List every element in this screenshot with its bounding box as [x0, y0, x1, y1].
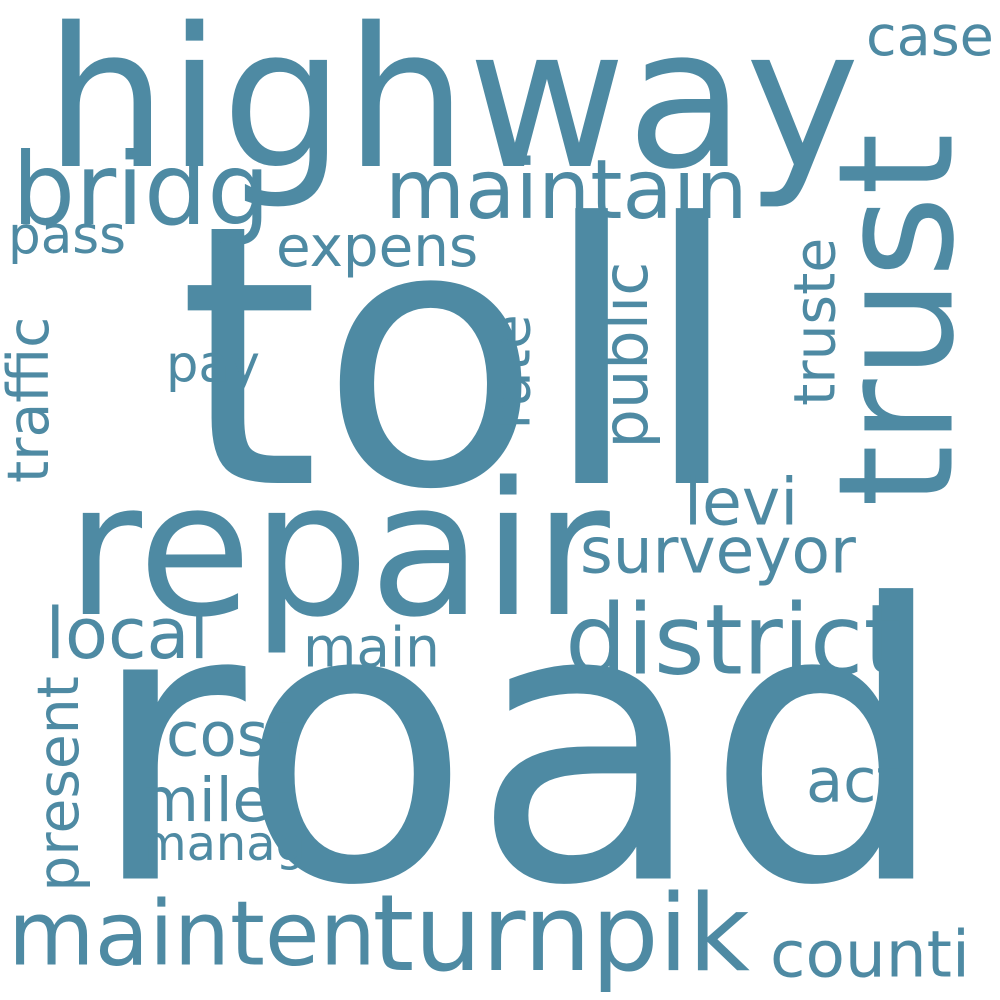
word-public: public	[588, 261, 662, 449]
word-expens: expens	[276, 215, 479, 280]
word-district: district	[565, 583, 902, 697]
word-counti: counti	[770, 917, 970, 993]
word-highway: highway	[44, 0, 861, 212]
word-mainten: mainten	[8, 881, 376, 986]
word-cost: cost	[166, 699, 293, 771]
word-pay: pay	[166, 335, 260, 395]
word-act: act	[806, 746, 901, 817]
word-pass: pass	[8, 206, 126, 266]
word-rate: rate	[477, 314, 544, 430]
word-traffic: traffic	[0, 316, 62, 483]
word-maintain: maintain	[385, 143, 748, 238]
word-toll: toll	[178, 148, 743, 569]
word-turnpik: turnpik	[372, 872, 750, 996]
word-road: road	[88, 524, 948, 970]
word-truste: truste	[782, 237, 849, 406]
word-surveyor: surveyor	[580, 514, 856, 588]
word-manag: manag	[140, 817, 306, 872]
word-case: case	[866, 4, 994, 69]
word-bridg: bridg	[12, 133, 271, 248]
word-levi: levi	[684, 465, 799, 541]
word-present: present	[25, 676, 92, 892]
word-local: local	[45, 593, 210, 675]
word-main: main	[303, 615, 440, 680]
word-mile: mile	[140, 766, 270, 836]
word-repair: repair	[66, 442, 610, 658]
